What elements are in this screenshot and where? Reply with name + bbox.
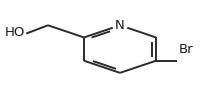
Text: N: N <box>115 19 125 32</box>
Text: Br: Br <box>179 43 194 56</box>
Text: HO: HO <box>5 26 25 39</box>
